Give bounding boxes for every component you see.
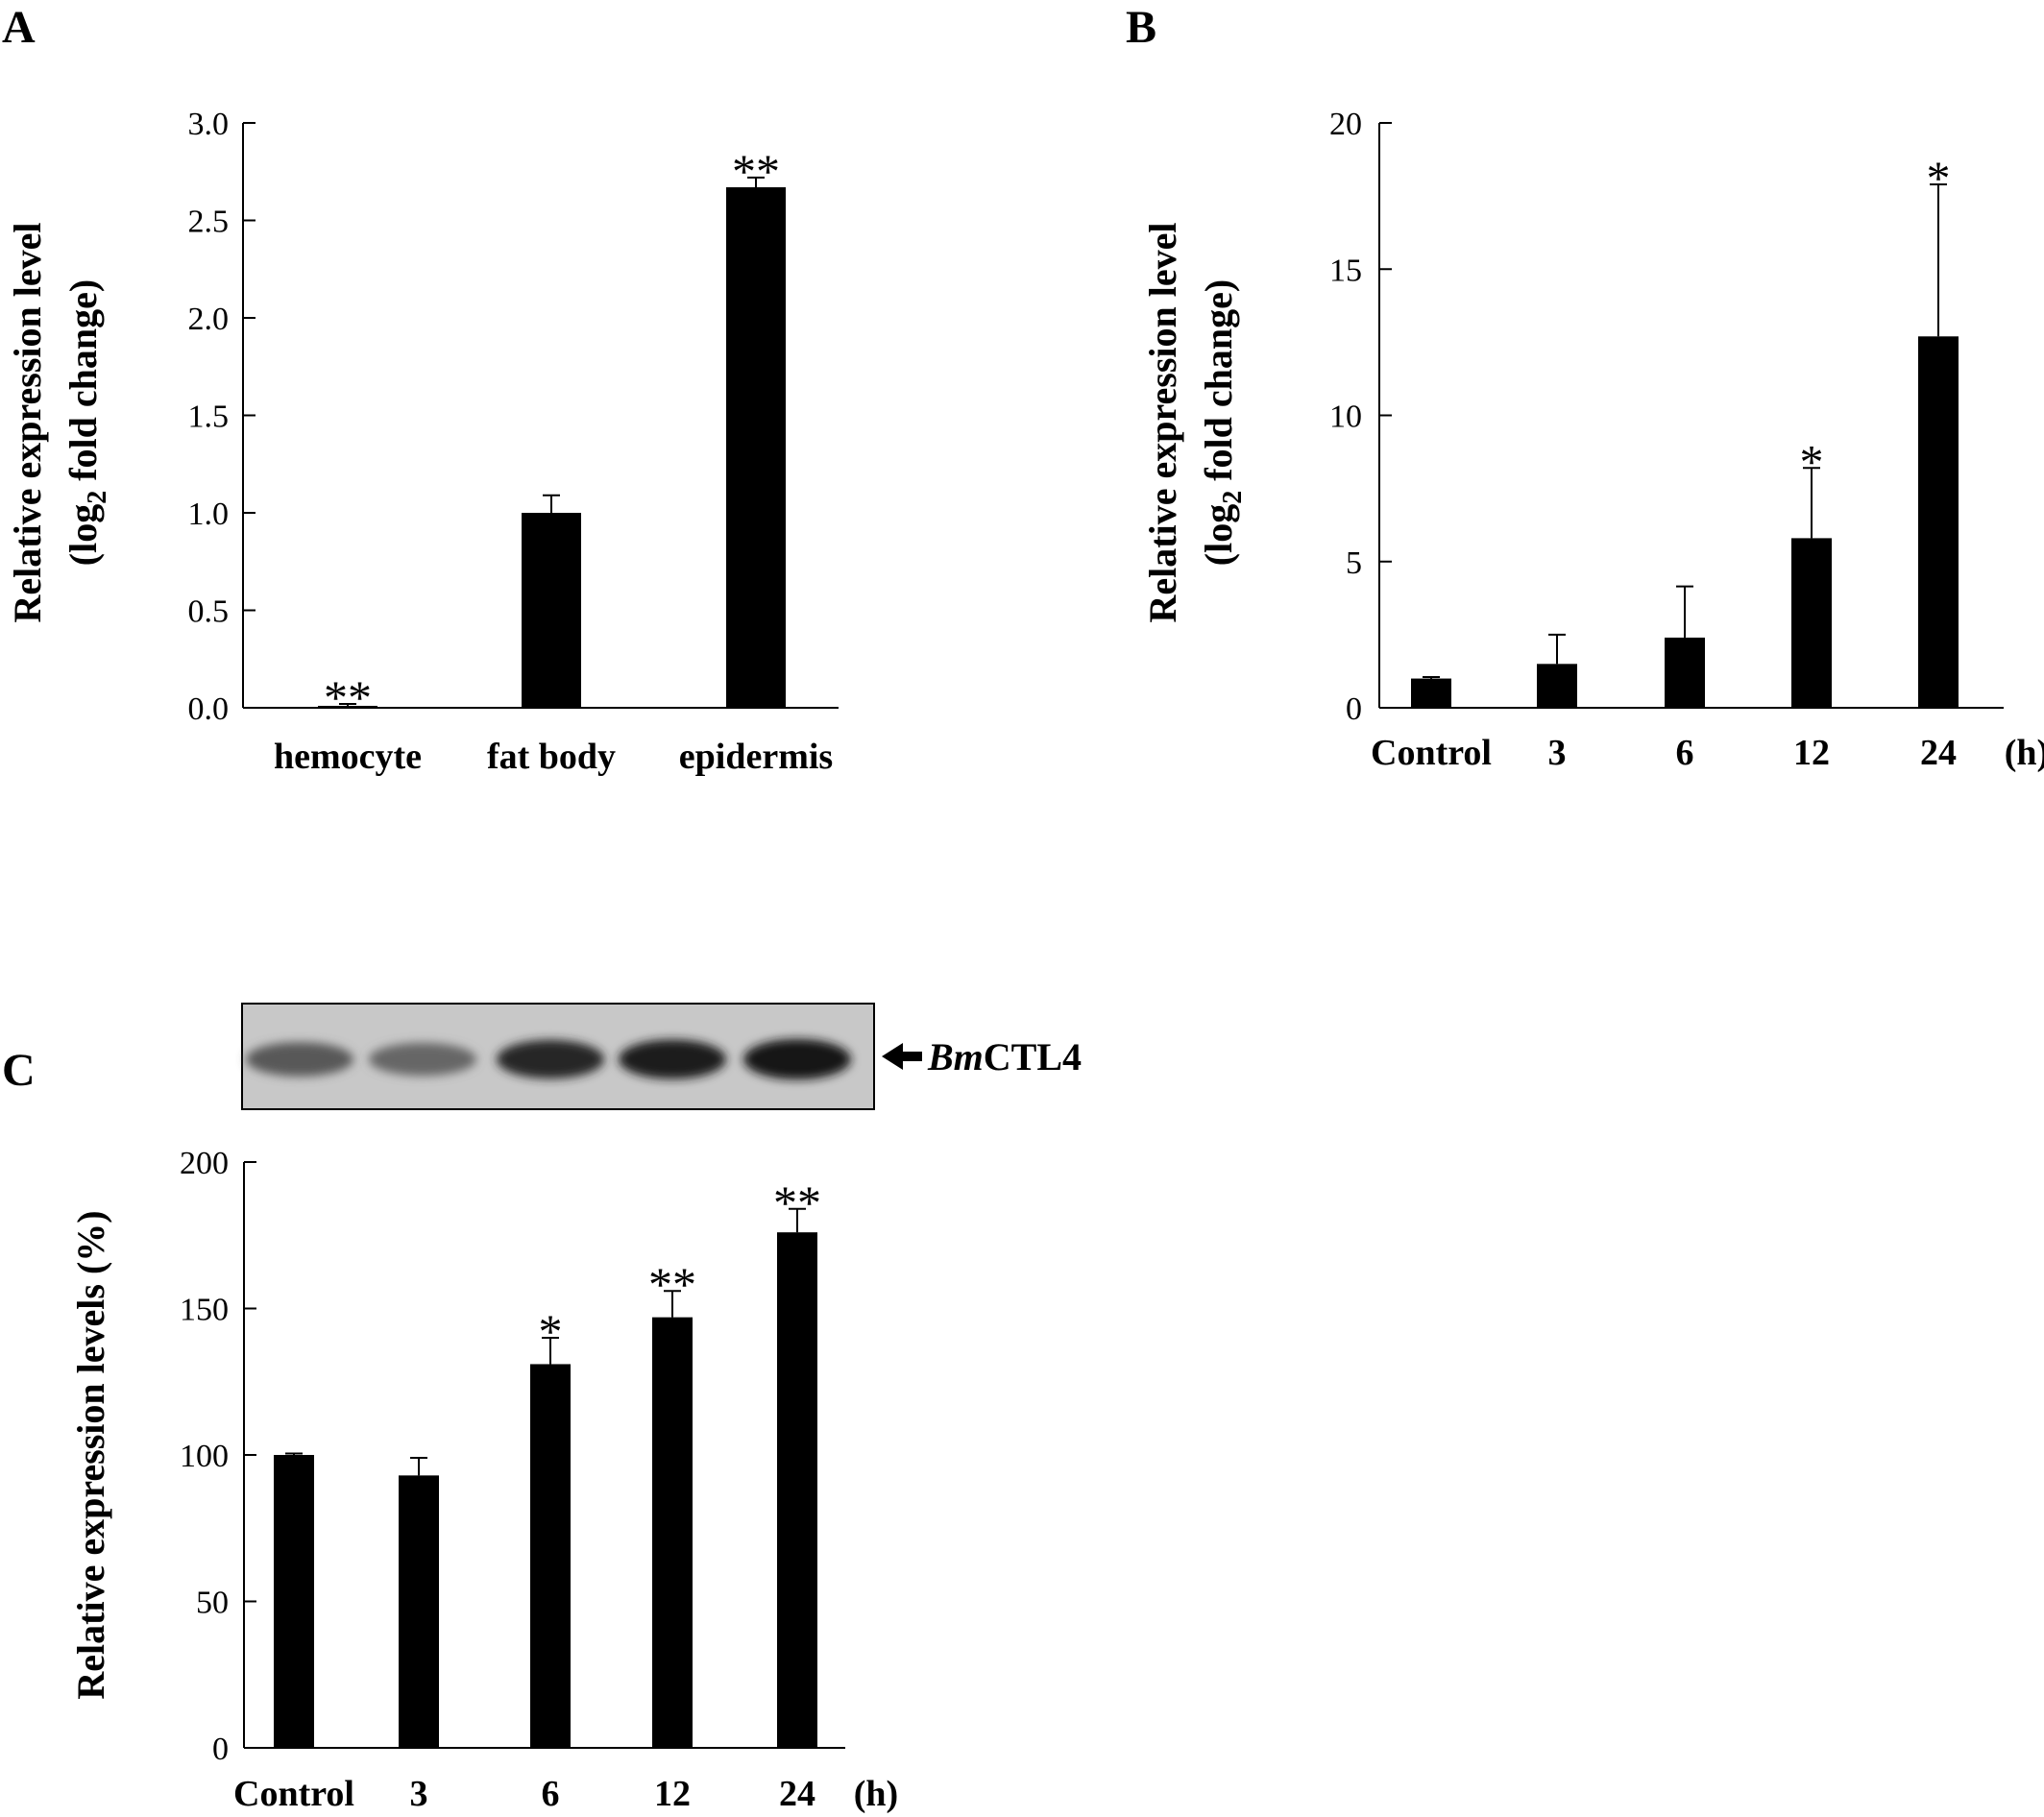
chart-a-labels: ** hemocyte fat body ** epidermis [274, 144, 833, 777]
chart-a-y-axis-label-line2: (log2 fold change) [61, 279, 112, 566]
bar [1791, 538, 1832, 708]
bar [726, 186, 786, 709]
x-category-label: fat body [487, 737, 616, 777]
blot-band [369, 1042, 476, 1077]
bar [318, 705, 377, 708]
x-category-label: 12 [1793, 733, 1830, 773]
chart-a: 0.0 0.5 1.0 1.5 2.0 2.5 3.0 ** hemocyte fat body… [6, 107, 839, 777]
y-tick-label: 15 [1329, 253, 1362, 288]
y-tick-label: 1.5 [188, 400, 230, 435]
blot-band [246, 1042, 353, 1077]
x-category-label: 24 [1920, 733, 1957, 773]
x-category-label: 12 [654, 1774, 691, 1814]
chart-b-y-axis-label: Relative expression level [1141, 223, 1184, 623]
significance-marker: * [539, 1304, 563, 1358]
x-category-label: Control [1371, 733, 1492, 773]
y-tick-label: 10 [1329, 400, 1362, 435]
bar [1537, 664, 1577, 708]
chart-b-bars [1411, 182, 1959, 708]
x-category-label: 3 [1548, 733, 1567, 773]
y-tick-label: 1.0 [188, 497, 230, 532]
chart-c-y-axis-label: Relative expression levels (%) [69, 1210, 112, 1699]
y-tick-label: 0.5 [188, 594, 230, 630]
chart-a-y-axis-label: Relative expression level [6, 223, 49, 623]
bar [399, 1475, 439, 1748]
significance-marker: ** [648, 1257, 696, 1311]
x-axis-unit: (h) [854, 1774, 898, 1814]
bar [522, 513, 581, 708]
blot-label: BmCTL4 [927, 1035, 1082, 1078]
y-tick-label: 2.5 [188, 205, 230, 240]
chart-c-labels: Control 3 * 6 ** 12 ** 24 (h) [233, 1175, 898, 1814]
chart-a-axes: 0.0 0.5 1.0 1.5 2.0 2.5 3.0 [188, 107, 839, 727]
y-tick-label: 3.0 [188, 107, 230, 142]
bar [652, 1317, 693, 1748]
y-tick-label: 100 [180, 1439, 229, 1474]
y-tick-label: 50 [196, 1586, 229, 1621]
panel-letter-c: C [2, 1045, 36, 1096]
chart-b: 0 5 10 15 20 Control 3 6 * 12 * 24 (h) Relative exp… [1141, 107, 2044, 773]
blot-band [497, 1039, 604, 1079]
panel-letter-b: B [1126, 2, 1156, 53]
chart-b-axes: 0 5 10 15 20 [1329, 107, 2004, 727]
x-category-label: epidermis [679, 737, 833, 777]
bar [1665, 637, 1705, 708]
significance-marker: * [1800, 434, 1824, 488]
bar [1918, 336, 1959, 708]
chart-c-axes: 0 50 100 150 200 [180, 1146, 845, 1767]
blot-bands [246, 1038, 851, 1080]
significance-marker: ** [732, 144, 780, 198]
y-tick-label: 5 [1346, 545, 1362, 581]
chart-c-bars [274, 1207, 817, 1748]
significance-marker: * [1927, 151, 1951, 205]
y-tick-label: 0.0 [188, 691, 230, 727]
y-tick-label: 20 [1329, 107, 1362, 142]
western-blot: BmCTL4 [241, 1003, 1082, 1110]
chart-c: 0 50 100 150 200 Control 3 * 6 ** 12 ** 24 (h) Relat… [69, 1146, 898, 1814]
y-tick-label: 150 [180, 1293, 229, 1328]
bar [777, 1232, 817, 1748]
y-tick-label: 0 [1346, 691, 1362, 727]
chart-a-bars [318, 176, 786, 709]
x-category-label: Control [233, 1774, 354, 1814]
panel-letter-a: A [2, 2, 36, 53]
blot-arrow-icon [882, 1043, 922, 1070]
significance-marker: ** [773, 1175, 821, 1229]
x-category-label: 3 [410, 1774, 428, 1814]
chart-b-y-axis-label-line2: (log2 fold change) [1197, 279, 1248, 566]
bar [1411, 678, 1451, 708]
blot-band [619, 1039, 726, 1079]
y-tick-label: 0 [212, 1732, 229, 1767]
x-axis-unit: (h) [2005, 733, 2044, 773]
x-category-label: 6 [542, 1774, 560, 1814]
bar [530, 1364, 571, 1748]
x-category-label: 6 [1676, 733, 1694, 773]
blot-band [743, 1038, 851, 1080]
x-category-label: hemocyte [274, 737, 422, 777]
y-tick-label: 200 [180, 1146, 229, 1181]
significance-marker: ** [324, 670, 372, 724]
bar [274, 1455, 314, 1748]
x-category-label: 24 [779, 1774, 815, 1814]
chart-b-labels: Control 3 6 * 12 * 24 (h) [1371, 151, 2044, 773]
y-tick-label: 2.0 [188, 302, 230, 337]
